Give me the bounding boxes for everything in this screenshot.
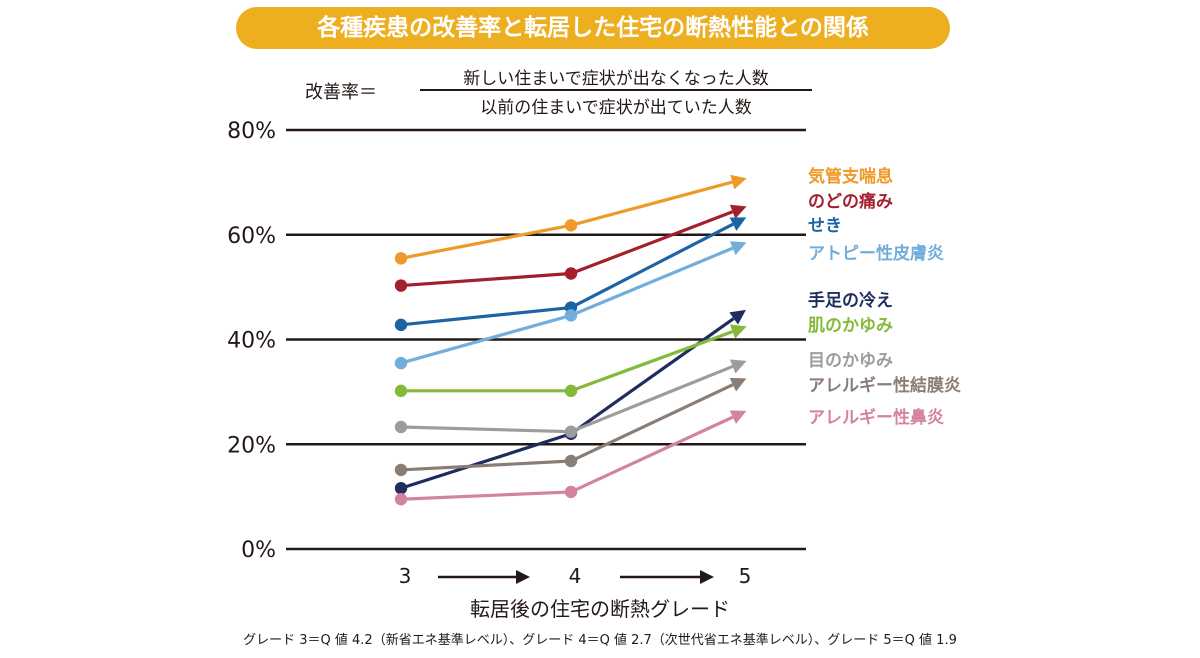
data-point — [394, 463, 408, 477]
series-group — [394, 359, 747, 438]
series-group — [394, 241, 747, 370]
gridlines — [286, 128, 806, 551]
x-tick-label: 4 — [569, 564, 582, 588]
y-tick-label: 60% — [227, 224, 276, 249]
fraction-line — [420, 89, 812, 91]
data-point — [564, 309, 578, 322]
chart-title: 各種疾患の改善率と転居した住宅の断熱性能との関係 — [317, 15, 869, 41]
series-arrowhead — [729, 204, 747, 219]
series-group — [394, 204, 747, 292]
data-point — [394, 420, 408, 434]
series-line — [400, 364, 734, 434]
x-axis-title: 転居後の住宅の断熱グレード — [470, 597, 730, 621]
legend-item: のどの痛み — [808, 192, 893, 212]
formula-denominator: 以前の住まいで症状が出ていた人数 — [480, 98, 752, 118]
series-arrowhead — [729, 241, 747, 256]
series-arrowhead — [729, 324, 747, 339]
series-group — [394, 324, 747, 398]
legend-item: せき — [808, 216, 842, 236]
data-point — [394, 279, 408, 292]
data-point — [394, 252, 408, 265]
data-point — [564, 485, 578, 499]
data-point — [394, 318, 408, 332]
x-axis-arrows — [438, 570, 714, 584]
series-group — [394, 410, 747, 506]
y-tick-labels: 0% 20% 40% 60% 80% — [227, 119, 276, 563]
legend-item: 手足の冷え — [808, 291, 893, 311]
x-tick-labels: 3 4 5 — [399, 564, 752, 588]
legend-item: 肌のかゆみ — [808, 316, 893, 336]
data-point — [564, 425, 578, 438]
legend-item: 気管支喘息 — [808, 167, 893, 187]
legend-item: アレルギー性結膜炎 — [808, 376, 961, 396]
title-banner — [236, 7, 950, 49]
data-point — [564, 267, 578, 280]
series-arrowhead — [729, 359, 747, 374]
data-point — [394, 493, 408, 506]
series-arrowhead — [729, 410, 747, 424]
series-arrowhead — [730, 174, 747, 190]
y-tick-label: 0% — [241, 538, 276, 563]
series-arrowhead — [729, 309, 746, 325]
series-line — [400, 180, 733, 260]
formula-label: 改善率＝ — [305, 82, 377, 103]
data-point — [564, 454, 578, 468]
series-lines — [394, 174, 747, 506]
legend-item: アレルギー性鼻炎 — [808, 408, 944, 428]
grade-arrow-head — [700, 570, 714, 584]
x-tick-label: 5 — [739, 564, 752, 588]
legend-item: アトピー性皮膚炎 — [808, 244, 944, 264]
data-point — [564, 384, 578, 398]
x-tick-label: 3 — [399, 564, 412, 588]
data-point — [394, 482, 408, 495]
footnote: グレード 3＝Q 値 4.2（新省エネ基準レベル）、グレード 4＝Q 値 2.7… — [243, 633, 957, 648]
data-point — [564, 219, 578, 232]
series-group — [394, 174, 747, 265]
data-point — [394, 356, 408, 370]
series-group — [394, 217, 747, 332]
y-tick-label: 40% — [227, 329, 276, 354]
series-group — [394, 377, 747, 477]
y-tick-label: 20% — [227, 433, 276, 458]
grade-arrow-head — [516, 570, 530, 584]
data-point — [394, 384, 408, 398]
formula-numerator: 新しい住まいで症状が出なくなった人数 — [463, 69, 769, 89]
series-arrowhead — [729, 377, 747, 392]
series-arrowhead — [729, 217, 747, 231]
legend-item: 目のかゆみ — [808, 351, 893, 371]
y-tick-label: 80% — [227, 119, 276, 144]
